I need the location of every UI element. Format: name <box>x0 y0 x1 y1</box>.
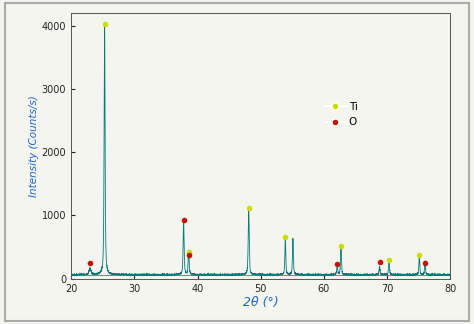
X-axis label: 2θ (°): 2θ (°) <box>243 296 279 309</box>
Legend: Ti, O: Ti, O <box>320 98 362 132</box>
Y-axis label: Intensity (Counts/s): Intensity (Counts/s) <box>29 95 39 197</box>
